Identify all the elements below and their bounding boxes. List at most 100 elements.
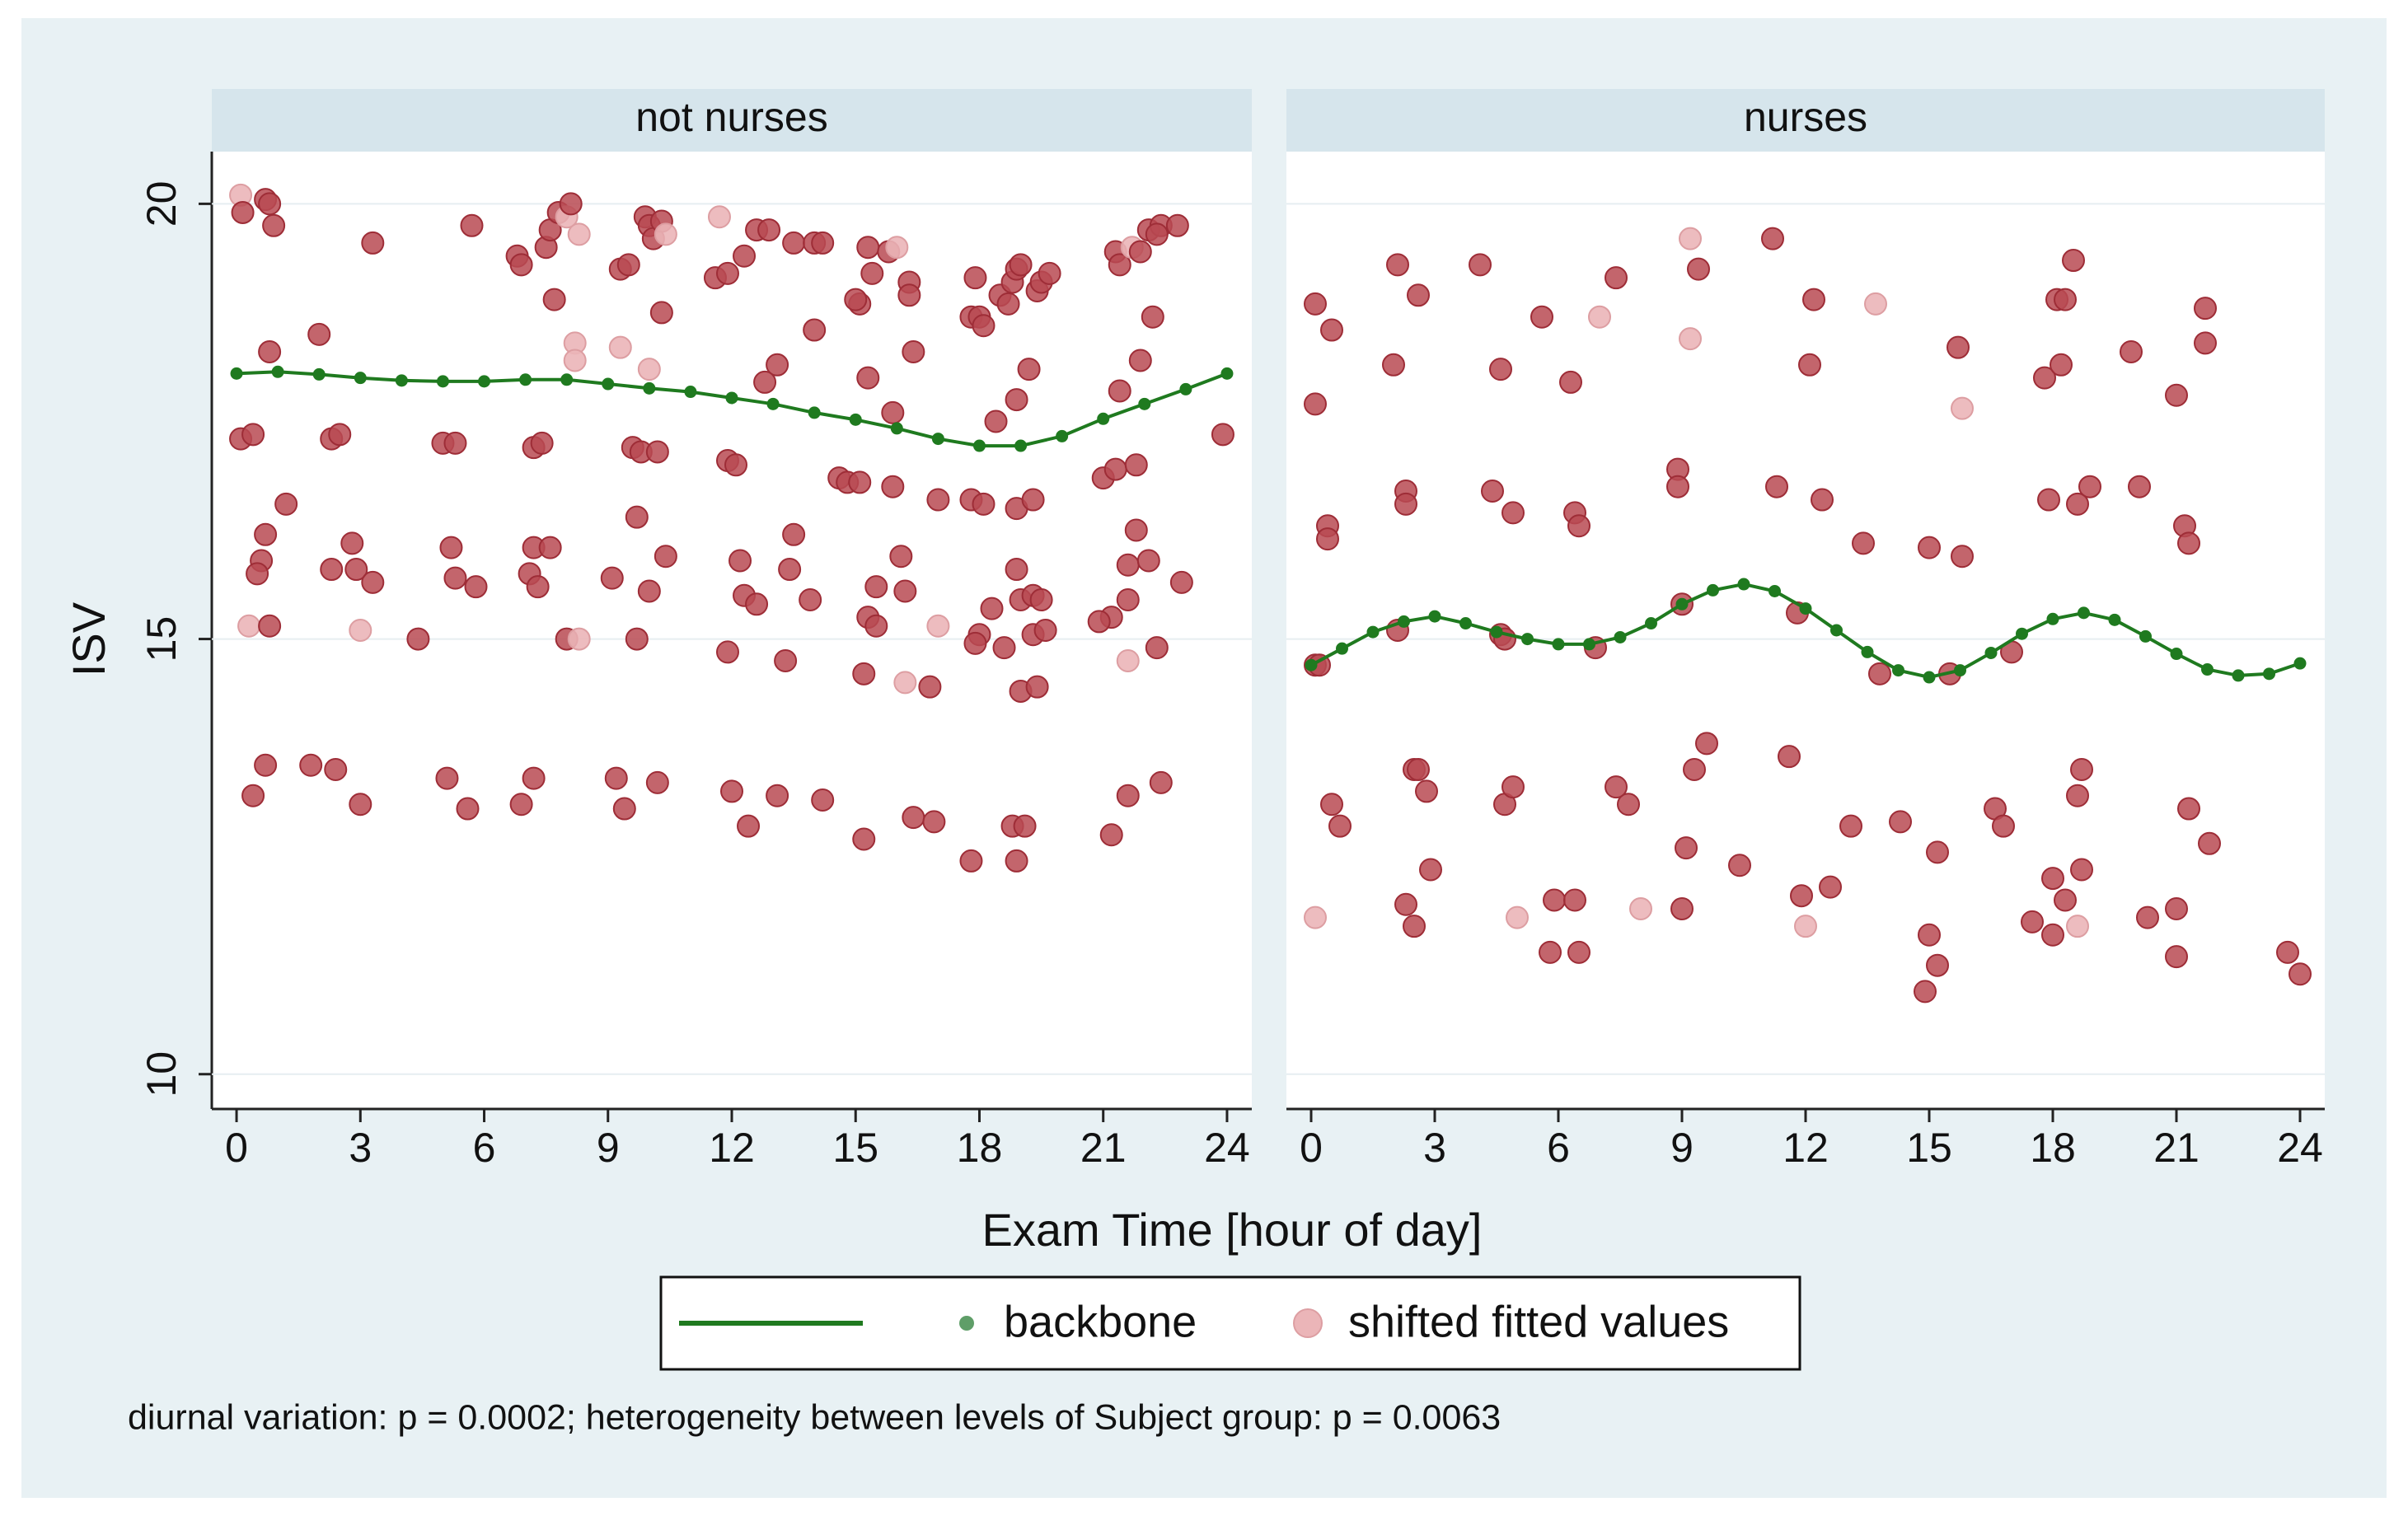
- data-point: [893, 671, 917, 695]
- data-point: [1469, 253, 1492, 277]
- backbone-dot: [2170, 648, 2183, 661]
- backbone-dot: [1923, 671, 1936, 684]
- data-point: [885, 236, 909, 260]
- data-point: [1021, 488, 1045, 512]
- backbone-dot: [2293, 657, 2307, 670]
- data-point: [241, 784, 265, 807]
- data-point: [774, 648, 798, 672]
- data-point: [563, 349, 587, 372]
- data-point: [1481, 479, 1504, 503]
- data-point: [715, 640, 739, 664]
- data-point: [654, 545, 677, 568]
- data-point: [1304, 905, 1327, 929]
- backbone-dot: [395, 374, 408, 387]
- data-point: [733, 244, 757, 268]
- x-tick-label: 9: [1670, 1125, 1694, 1171]
- backbone-dot: [1861, 645, 1874, 658]
- backbone-dot: [1707, 583, 1719, 597]
- data-point: [612, 797, 636, 821]
- data-point: [649, 301, 673, 325]
- data-point: [972, 492, 996, 516]
- data-point: [918, 675, 942, 699]
- data-point: [766, 353, 789, 377]
- data-point: [460, 213, 484, 237]
- data-point: [1382, 353, 1405, 377]
- data-point: [1415, 779, 1438, 803]
- data-point: [848, 470, 872, 494]
- data-point: [637, 358, 661, 381]
- data-point: [443, 431, 467, 455]
- data-point: [2194, 331, 2217, 355]
- data-point: [1728, 854, 1751, 877]
- data-point: [1679, 227, 1702, 250]
- data-point: [616, 253, 640, 277]
- y-tick-label: 10: [138, 1051, 185, 1097]
- data-point: [2078, 475, 2101, 498]
- backbone-dot: [684, 386, 697, 399]
- data-point: [1013, 814, 1037, 838]
- backbone-dot: [1583, 638, 1595, 651]
- data-point: [2066, 492, 2089, 516]
- data-point: [1136, 549, 1160, 573]
- data-point: [1951, 545, 1974, 568]
- data-point: [258, 339, 282, 363]
- data-point: [1211, 423, 1234, 447]
- data-point: [464, 575, 488, 599]
- data-point: [2070, 858, 2093, 882]
- panel-right-plot-area: [1286, 152, 2325, 1109]
- data-point: [2054, 888, 2077, 912]
- data-point: [980, 597, 1004, 620]
- panel-not-nurses: not nurses 0 3 6 9 12 15 18 21 24 10 15 20: [138, 89, 1252, 1171]
- x-tick-label: 3: [1423, 1125, 1446, 1171]
- data-point: [1559, 370, 1582, 394]
- data-point: [1316, 527, 1339, 551]
- backbone-dot: [354, 372, 367, 385]
- data-point: [1108, 379, 1131, 403]
- backbone-dot: [478, 375, 491, 388]
- data-point: [567, 627, 591, 651]
- panel-right-points: [1304, 227, 2312, 1004]
- data-point: [241, 423, 265, 447]
- backbone-dot: [2139, 629, 2152, 643]
- data-point: [852, 827, 876, 851]
- data-point: [889, 545, 913, 568]
- data-point: [782, 231, 806, 255]
- data-point: [799, 588, 822, 612]
- data-point: [2037, 488, 2060, 512]
- backbone-dot: [725, 391, 738, 405]
- data-point: [1918, 923, 1941, 947]
- backbone-dot: [2078, 606, 2090, 620]
- data-point: [811, 788, 835, 812]
- data-point: [645, 440, 669, 464]
- data-point: [1951, 396, 1974, 420]
- panel-right-title: nurses: [1744, 94, 1867, 140]
- data-point: [1419, 858, 1442, 882]
- data-point: [2062, 249, 2085, 273]
- x-tick-label: 21: [2153, 1125, 2200, 1171]
- data-point: [1029, 588, 1053, 612]
- backbone-dot: [931, 433, 944, 446]
- data-point: [2165, 897, 2188, 921]
- data-point: [766, 784, 789, 807]
- data-point: [522, 766, 546, 790]
- x-tick-label: 6: [1547, 1125, 1570, 1171]
- data-point: [2177, 531, 2200, 555]
- data-point: [307, 322, 331, 346]
- data-point: [567, 222, 591, 246]
- backbone-dot: [1220, 367, 1234, 380]
- data-point: [435, 766, 459, 790]
- data-point: [2033, 366, 2056, 390]
- data-point: [881, 475, 905, 498]
- panel-left-plot-area: [212, 152, 1252, 1109]
- data-point: [237, 614, 261, 638]
- data-point: [1687, 257, 1710, 281]
- backbone-dot: [1552, 638, 1565, 651]
- panel-left-y-ticks: 10 15 20: [138, 181, 212, 1097]
- data-point: [856, 236, 880, 260]
- y-tick-label: 20: [138, 181, 185, 227]
- panel-nurses: nurses 0 3 6 9 12 15 18 21 24: [1286, 89, 2325, 1171]
- data-point: [1889, 810, 1912, 834]
- data-point: [2070, 758, 2093, 782]
- data-point: [1489, 358, 1512, 381]
- data-point: [2165, 945, 2188, 969]
